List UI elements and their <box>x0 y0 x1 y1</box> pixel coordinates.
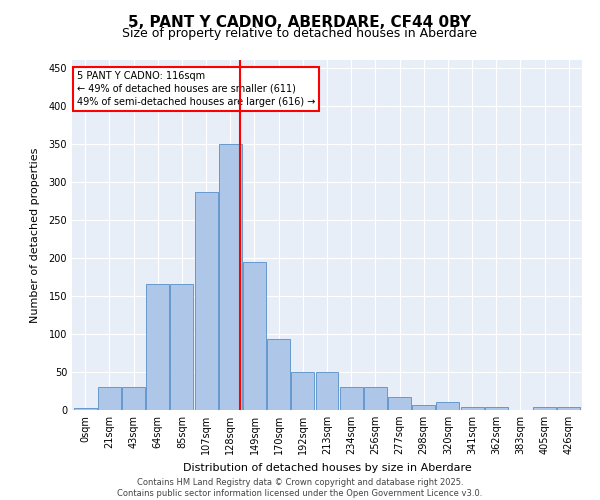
Bar <box>557 407 580 410</box>
Text: Contains HM Land Registry data © Crown copyright and database right 2025.
Contai: Contains HM Land Registry data © Crown c… <box>118 478 482 498</box>
X-axis label: Distribution of detached houses by size in Aberdare: Distribution of detached houses by size … <box>182 462 472 472</box>
Bar <box>194 192 218 410</box>
Y-axis label: Number of detached properties: Number of detached properties <box>30 148 40 322</box>
Bar <box>461 407 484 410</box>
Bar <box>219 144 242 410</box>
Bar <box>267 339 290 410</box>
Bar <box>388 397 411 410</box>
Bar <box>436 402 460 410</box>
Bar <box>485 407 508 410</box>
Bar <box>316 372 338 410</box>
Bar <box>243 262 266 410</box>
Bar <box>98 387 121 410</box>
Bar <box>74 408 97 410</box>
Bar <box>122 387 145 410</box>
Text: 5, PANT Y CADNO, ABERDARE, CF44 0BY: 5, PANT Y CADNO, ABERDARE, CF44 0BY <box>128 15 472 30</box>
Bar <box>533 407 556 410</box>
Bar <box>364 387 387 410</box>
Bar <box>340 387 362 410</box>
Bar <box>292 372 314 410</box>
Text: 5 PANT Y CADNO: 116sqm
← 49% of detached houses are smaller (611)
49% of semi-de: 5 PANT Y CADNO: 116sqm ← 49% of detached… <box>77 70 316 107</box>
Bar <box>146 284 169 410</box>
Bar <box>412 406 435 410</box>
Bar <box>170 284 193 410</box>
Text: Size of property relative to detached houses in Aberdare: Size of property relative to detached ho… <box>122 28 478 40</box>
